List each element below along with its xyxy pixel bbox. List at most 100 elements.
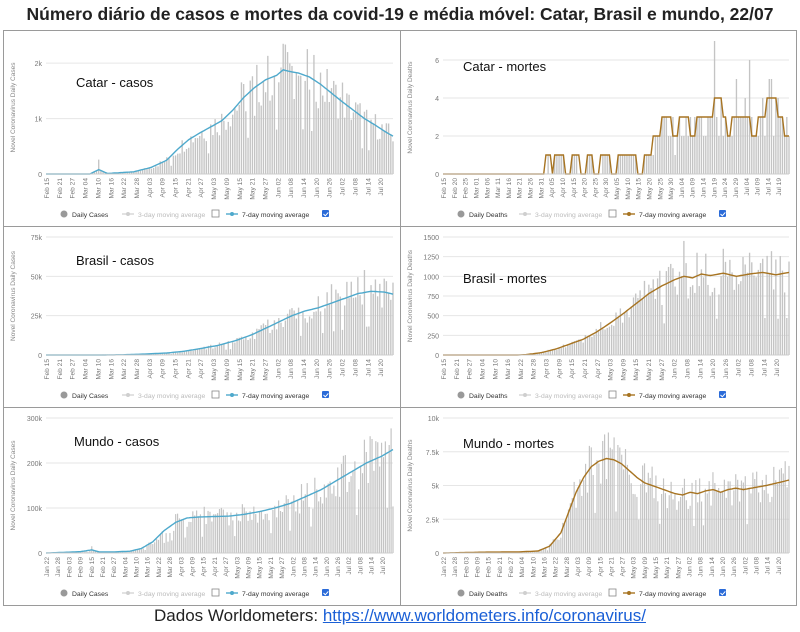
bar [687, 298, 689, 355]
bar [311, 318, 313, 355]
bar [643, 463, 646, 553]
x-tick-label: Apr 03 [575, 557, 582, 577]
bar [207, 345, 210, 355]
bar [344, 455, 346, 553]
bar [733, 289, 735, 355]
bar [373, 470, 375, 553]
bar [602, 328, 604, 355]
y-tick-label: 1000 [423, 274, 439, 281]
bar [619, 447, 621, 553]
bar [300, 75, 302, 174]
bar [352, 471, 354, 553]
bar [537, 550, 539, 553]
bar [705, 253, 707, 355]
bar [368, 150, 370, 174]
bar [216, 132, 218, 174]
bar [276, 517, 278, 553]
chart-label: Mundo - casos [74, 434, 160, 449]
bar [615, 511, 617, 553]
bar [538, 352, 541, 355]
bar [357, 104, 359, 174]
y-tick-label: 250 [427, 333, 439, 340]
x-tick-label: Mar 04 [479, 359, 486, 380]
bar [621, 322, 624, 355]
bar [700, 501, 703, 553]
bar [683, 136, 685, 174]
bar [573, 481, 575, 553]
bar [681, 136, 683, 174]
bar [205, 524, 207, 553]
bar [363, 270, 366, 355]
legend-checkbox-7day [322, 391, 329, 398]
bar [182, 519, 184, 553]
bar [196, 348, 199, 355]
bar [714, 483, 716, 553]
bar [96, 551, 99, 553]
bar [560, 537, 562, 553]
x-tick-label: Mar 22 [518, 359, 525, 380]
x-tick-label: Mar 10 [530, 557, 537, 578]
bar [289, 530, 291, 553]
bar [232, 342, 234, 355]
bar [610, 324, 613, 355]
bar [584, 335, 587, 355]
source-link[interactable]: https://www.worldometers.info/coronaviru… [322, 606, 646, 625]
bar [777, 484, 779, 553]
bar [759, 502, 762, 553]
bar [155, 166, 157, 174]
bar [179, 153, 181, 174]
x-tick-label: Mar 21 [517, 178, 524, 199]
bar [764, 318, 766, 355]
bar [624, 312, 626, 355]
bar [562, 155, 565, 174]
bar [630, 306, 632, 355]
bar [257, 522, 259, 553]
legend-label-7day: 7-day moving average [639, 212, 706, 219]
bar [735, 79, 738, 174]
moving-average-line [443, 457, 790, 554]
bar [549, 349, 551, 355]
bar [727, 276, 729, 355]
bar [729, 136, 731, 174]
x-tick-label: May 27 [262, 178, 269, 200]
bar [556, 155, 558, 174]
bar [571, 341, 573, 355]
bar [311, 131, 313, 174]
bar [645, 492, 647, 553]
bar [230, 512, 232, 553]
bar [558, 155, 560, 174]
x-tick-label: Jun 08 [698, 557, 705, 577]
legend-label-bars: Daily Deaths [469, 212, 508, 219]
bar [308, 89, 311, 174]
bar [687, 508, 689, 553]
bar [330, 88, 333, 174]
bar [788, 261, 790, 355]
check-icon [323, 591, 329, 596]
bar [148, 542, 150, 553]
legend-label-bars: Daily Cases [72, 393, 109, 400]
bar [286, 52, 289, 174]
bar [556, 349, 558, 355]
bar [356, 515, 358, 553]
bar [626, 310, 628, 355]
bar [159, 534, 161, 553]
bar [302, 312, 304, 355]
x-tick-label: Jul 09 [755, 178, 762, 196]
bar [381, 124, 383, 174]
bar [119, 172, 122, 174]
bar [764, 136, 766, 174]
bar [678, 501, 680, 553]
bar [361, 473, 364, 553]
bar [786, 117, 788, 174]
bar [256, 328, 258, 355]
bar [746, 272, 749, 355]
x-tick-label: May 15 [237, 359, 244, 381]
x-tick-label: Jun 08 [684, 359, 691, 379]
bar [746, 524, 748, 553]
bar [672, 117, 674, 174]
bar [282, 326, 284, 355]
legend-checkbox-7day [719, 210, 726, 217]
bar [348, 481, 350, 553]
legend: Daily Cases 3-day moving average 7-day mov… [60, 390, 329, 400]
bar [781, 270, 784, 355]
